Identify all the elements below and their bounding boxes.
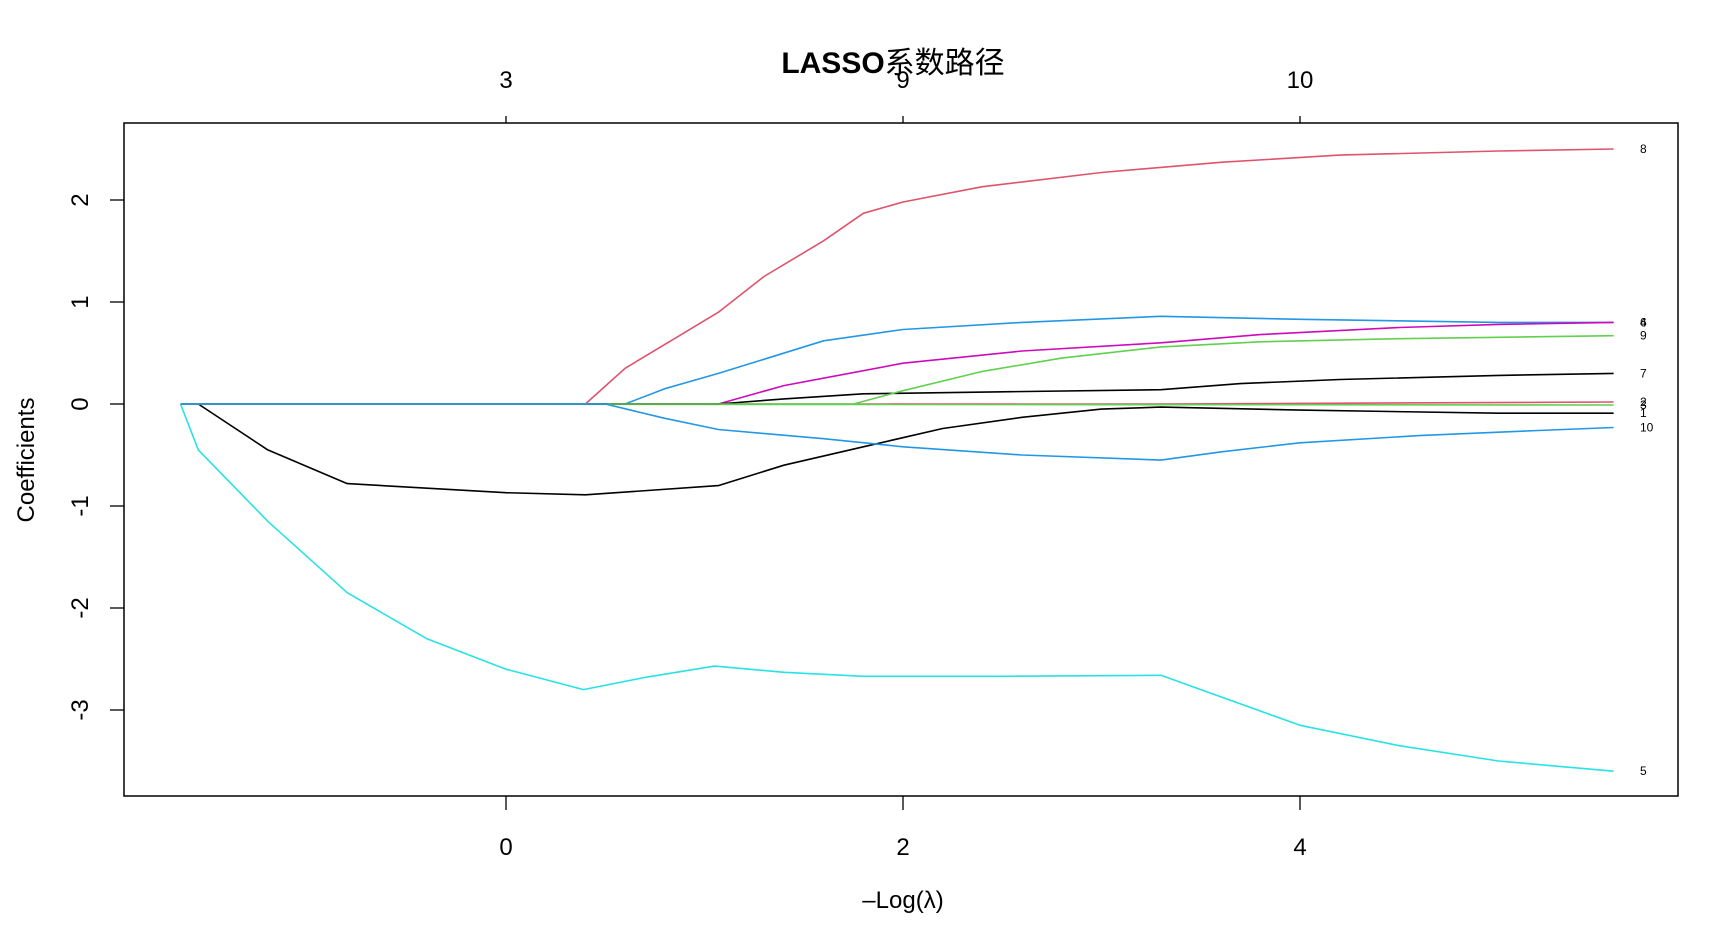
curve-label-2: 2 [1640,395,1647,409]
chart-title-latin: LASSO [781,47,884,80]
curve-label-7: 7 [1640,366,1647,380]
top-tick-label: 3 [499,67,512,94]
coefficient-path-5 [179,403,1614,772]
x-axis-label-text: Log(λ) [876,887,944,914]
coefficient-paths [179,148,1614,772]
curve-label-6: 6 [1640,315,1647,329]
y-tick-label: 2 [67,193,94,206]
coefficient-path-8 [180,148,1614,405]
top-tick-label: 9 [896,67,909,94]
chart-title: LASSO系数路径 [781,46,1004,81]
coefficient-path-4 [180,315,1614,405]
x-tick-label: 4 [1293,834,1306,861]
y-axis: -3 -2 -1 0 1 2 [67,193,124,721]
x-axis-label: –Log(λ) [862,887,943,914]
curve-label-10: 10 [1640,420,1654,434]
coefficient-path-9 [180,334,1614,405]
x-axis: 0 2 4 [499,796,1307,861]
curve-label-3: 3 [1640,398,1647,412]
plot-frame [123,122,1679,797]
curve-label-4: 4 [1640,315,1647,329]
y-tick-label: 0 [67,397,94,410]
curve-label-5: 5 [1640,764,1647,778]
y-tick-label: -2 [67,597,94,618]
curve-label-8: 8 [1640,142,1647,156]
y-tick-label: -3 [67,699,94,720]
y-tick-label: 1 [67,295,94,308]
top-axis: 3 9 10 [499,67,1313,123]
y-axis-label: Coefficients [13,398,40,523]
coefficient-path-1 [180,403,1614,496]
coefficient-path-6 [180,321,1614,405]
x-axis-label-minus: – [862,887,876,914]
top-tick-label: 10 [1287,67,1314,94]
chart-title-cjk: 系数路径 [885,46,1005,81]
curve-label-1: 1 [1640,406,1647,420]
y-tick-label: -1 [67,495,94,516]
coefficient-path-10 [180,403,1614,461]
coefficient-path-7 [180,372,1614,405]
x-tick-label: 0 [499,834,512,861]
x-tick-label: 2 [896,834,909,861]
curve-label-9: 9 [1640,329,1647,343]
